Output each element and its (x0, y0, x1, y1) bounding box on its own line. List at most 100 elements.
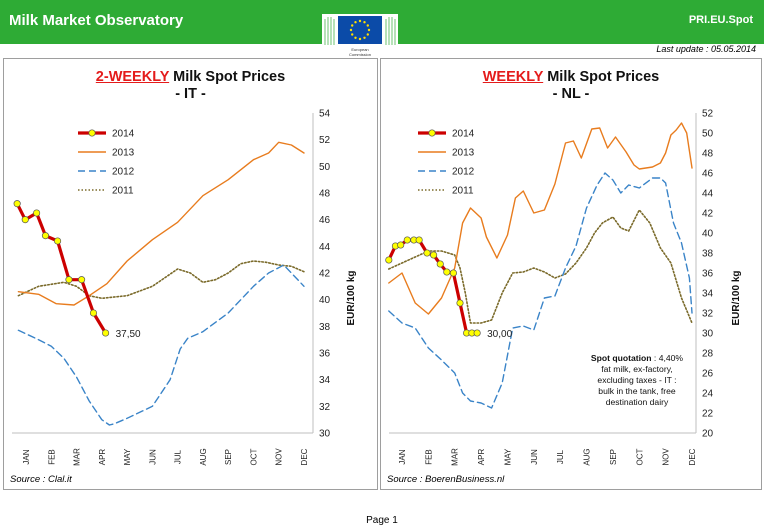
x-tick-label: JUL (174, 449, 183, 464)
x-tick-label: SEP (224, 449, 233, 465)
data-point-2014 (443, 268, 451, 276)
y-tick-label: 34 (319, 375, 331, 386)
data-point-2014 (385, 256, 393, 264)
y-tick-label: 32 (702, 309, 714, 320)
data-point-2014 (13, 200, 21, 208)
y-tick-label: 32 (319, 402, 331, 413)
y-tick-label: 34 (702, 289, 714, 300)
x-tick-label: JUN (530, 449, 539, 465)
note-line: excluding taxes - IT : (597, 375, 677, 385)
data-point-2014 (65, 276, 73, 284)
y-tick-label: 54 (319, 109, 331, 120)
y-tick-label: 52 (319, 135, 331, 146)
note-heading: Spot quotation (590, 353, 652, 363)
y-tick-label: 30 (319, 429, 331, 440)
last-update: Last update : 05.05.2014 (656, 44, 756, 54)
y-tick-label: 40 (702, 229, 714, 240)
legend-label: 2014 (452, 129, 475, 140)
data-point-2014 (415, 236, 423, 244)
y-tick-label: 38 (702, 249, 714, 260)
eu-star-icon (367, 28, 371, 32)
note-line: fat milk, ex-factory, (601, 364, 673, 374)
note-line: bulk in the tank, free (598, 386, 676, 396)
x-tick-label: JAN (398, 449, 407, 464)
eu-star-icon (354, 36, 357, 39)
x-tick-label: MAR (73, 448, 82, 466)
chart-panel-nl: WEEKLY Milk Spot Prices - NL - 20 22 24 26 2… (380, 58, 762, 490)
data-point-2014 (436, 260, 444, 268)
x-tick-label: JAN (22, 449, 31, 464)
y-tick-label: 36 (319, 349, 331, 360)
y-tick-label: 50 (319, 162, 331, 173)
x-tick-label: JUL (556, 449, 565, 464)
page-number: Page 1 (366, 515, 398, 526)
eu-star-icon (366, 33, 369, 36)
chart-title-highlight: WEEKLY (482, 69, 544, 85)
y-tick-label: 46 (319, 215, 331, 226)
eu-star-icon (351, 24, 354, 27)
x-tick-label: FEB (47, 449, 56, 465)
data-point-2014 (21, 216, 29, 224)
data-point-2014 (449, 269, 457, 277)
chart-subtitle: - NL - (552, 86, 590, 102)
x-tick-label: OCT (635, 448, 644, 465)
chart-title-nl: WEEKLY Milk Spot Prices - NL - (381, 69, 761, 103)
spot-quotation-note: Spot quotation : 4,40% fat milk, ex-facto… (582, 353, 692, 408)
eu-star-icon (349, 28, 353, 32)
y-tick-label: 40 (319, 295, 331, 306)
y-tick-label: 30 (702, 329, 714, 340)
data-point-2014 (403, 236, 411, 244)
eu-star-icon (358, 37, 362, 41)
y-tick-label: 26 (702, 369, 714, 380)
y-tick-label: 20 (702, 429, 714, 440)
chart-title-highlight: 2-WEEKLY (95, 69, 170, 85)
x-tick-label: APR (477, 449, 486, 466)
data-point-2014 (102, 329, 110, 337)
legend-label: 2013 (452, 148, 475, 159)
chart-panel-it: 2-WEEKLY Milk Spot Prices - IT - 30 32 34 3… (3, 58, 378, 490)
line-chart-nl: 20 22 24 26 28 30 32 34 36 38 40 42 44 46 48 50 52 EUR/10… (385, 109, 742, 466)
y-tick-label: 28 (702, 349, 714, 360)
series-line-2011 (17, 260, 305, 300)
y-tick-label: 48 (319, 189, 331, 200)
x-tick-label: AUG (199, 448, 208, 465)
x-tick-label: MAY (123, 448, 132, 465)
note-line: destination dairy (605, 397, 669, 407)
y-tick-label: 36 (702, 269, 714, 280)
data-label: 30,00 (487, 329, 512, 340)
logo-line-2: Commission (349, 52, 371, 57)
series-line-2011 (388, 209, 693, 324)
y-tick-label: 52 (702, 109, 714, 120)
note-line: : 4,40% (651, 353, 684, 363)
y-tick-label: 48 (702, 149, 714, 160)
data-point-2014 (78, 276, 86, 284)
y-tick-label: 42 (702, 209, 714, 220)
series-line-2013 (17, 141, 305, 306)
y-tick-label: 24 (702, 389, 714, 400)
x-tick-label: FEB (424, 449, 433, 465)
x-tick-label: OCT (249, 448, 258, 465)
eu-star-icon (363, 36, 366, 39)
x-tick-label: SEP (609, 449, 618, 465)
data-point-2014 (430, 251, 438, 259)
y-axis-title: EUR/100 kg (346, 270, 357, 325)
legend-label: 2011 (452, 186, 474, 197)
x-tick-label: JUN (148, 449, 157, 465)
series-line-2012 (17, 264, 305, 426)
legend-label: 2014 (112, 129, 135, 140)
y-axis-title: EUR/100 kg (731, 270, 742, 325)
data-label: 37,50 (116, 329, 141, 340)
x-tick-label: APR (98, 449, 107, 466)
data-point-2014 (33, 209, 41, 217)
chart-title-it: 2-WEEKLY Milk Spot Prices - IT - (4, 69, 377, 103)
y-tick-label: 38 (319, 322, 331, 333)
x-tick-label: DEC (300, 448, 309, 465)
report-code: PRI.EU.Spot (688, 14, 753, 26)
european-commission-logo: European Commission (322, 14, 398, 58)
x-tick-label: NOV (662, 448, 671, 466)
legend-marker (88, 129, 96, 137)
eu-star-icon (351, 33, 354, 36)
y-tick-label: 44 (702, 189, 714, 200)
series-line-2012 (388, 172, 693, 409)
legend-label: 2012 (452, 167, 475, 178)
